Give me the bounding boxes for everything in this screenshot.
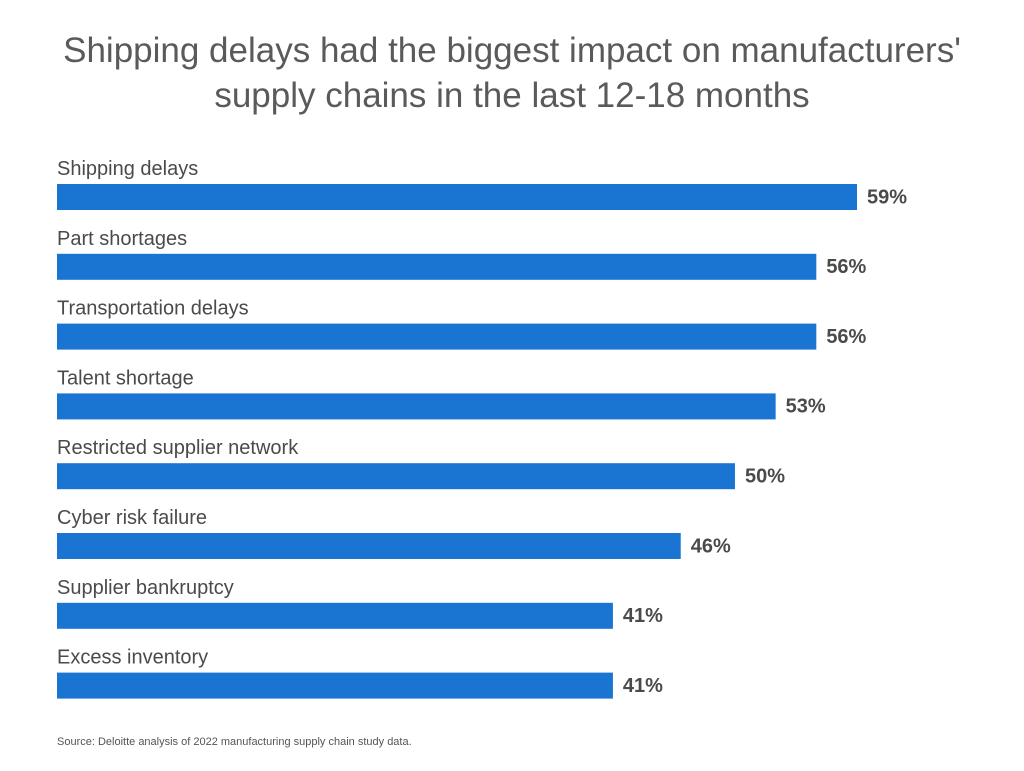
bar (57, 533, 681, 559)
value-label: 56% (826, 326, 866, 348)
bar (57, 253, 817, 280)
category-label: Supplier bankruptcy (57, 577, 234, 599)
value-label: 56% (826, 256, 866, 278)
category-label: Restricted supplier network (57, 437, 299, 459)
value-label: 46% (691, 535, 731, 557)
category-label: Talent shortage (57, 367, 194, 389)
bar (57, 672, 613, 699)
bar (57, 323, 817, 350)
value-label: 59% (867, 186, 907, 208)
category-label: Part shortages (57, 228, 187, 250)
bar (57, 184, 857, 210)
chart-title: Shipping delays had the biggest impact o… (63, 31, 961, 115)
value-label: 53% (786, 396, 826, 418)
value-label: 41% (623, 675, 663, 697)
category-label: Transportation delays (57, 298, 249, 320)
bar (57, 463, 735, 490)
value-label: 41% (623, 605, 663, 627)
bar (57, 602, 613, 629)
category-label: Cyber risk failure (57, 507, 207, 529)
category-label: Excess inventory (57, 647, 208, 669)
bar (57, 393, 776, 420)
value-label: 50% (745, 465, 785, 487)
source-note: Source: Deloitte analysis of 2022 manufa… (57, 736, 412, 748)
category-label: Shipping delays (57, 158, 198, 180)
